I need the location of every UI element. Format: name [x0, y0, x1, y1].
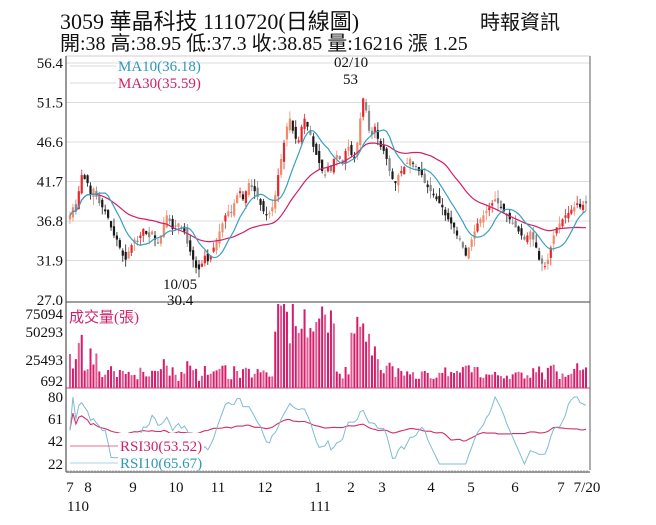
low-value-annotation: 30.4	[167, 293, 194, 309]
ma10-line	[69, 129, 587, 259]
rsi30-line	[69, 413, 587, 442]
x-tick-label: 8	[84, 480, 92, 496]
x-tick-label: 5	[467, 480, 475, 496]
x-tick-label: 3	[378, 480, 386, 496]
price-tick-label: 51.5	[37, 96, 63, 112]
price-tick-label: 27.0	[37, 293, 63, 309]
volume-tick-label: 25493	[26, 353, 64, 369]
x-tick-label: 1	[314, 480, 322, 496]
ma10-legend: MA10(36.18)	[118, 59, 201, 75]
rsi-tick-label: 61	[48, 412, 63, 428]
chart-title: 3059 華晶科技 1110720(日線圖)	[60, 9, 360, 34]
high-value-annotation: 53	[343, 72, 358, 88]
ohlc-summary: 開:38 高:38.95 低:37.3 收:38.85 量:16216 漲 1.…	[60, 33, 468, 55]
rsi30-legend: RSI30(53.52)	[120, 439, 202, 455]
x-tick-label: 4	[427, 480, 435, 496]
high-date-annotation: 02/10	[334, 55, 368, 71]
price-tick-label: 41.7	[37, 175, 64, 191]
price-tick-label: 46.6	[37, 135, 64, 151]
rsi-panel: 80 61 42 22 RSI30(53.52) RSI10(65.67)	[48, 388, 590, 473]
rsi-tick-label: 80	[48, 390, 63, 406]
volume-panel: 75094 50293 25493 692 成交量(張)	[26, 302, 590, 390]
x-tick-label: 2	[347, 480, 355, 496]
x-tick-label: 6	[511, 480, 519, 496]
rsi10-line	[69, 395, 587, 466]
volume-tick-label: 692	[41, 374, 64, 390]
x-tick-label: 7/20	[574, 480, 601, 496]
x-tick-label: 7	[557, 480, 565, 496]
rsi-tick-label: 22	[48, 457, 63, 473]
volume-bars	[69, 304, 587, 388]
price-panel: 56.4 51.5 46.6 41.7 36.8 31.9 27.0 MA10(36.18)…	[37, 55, 591, 470]
price-tick-label: 36.8	[37, 214, 63, 230]
volume-tick-label: 50293	[26, 325, 64, 341]
x-tick-label: 7	[66, 480, 74, 496]
price-tick-label: 31.9	[37, 254, 63, 270]
year-label-start: 110	[67, 499, 89, 515]
ma30-line	[69, 142, 586, 243]
x-tick-label: 9	[129, 480, 137, 496]
ma30-legend: MA30(35.59)	[118, 76, 201, 92]
brand-label: 時報資訊	[480, 12, 560, 34]
rsi10-legend: RSI10(65.67)	[120, 456, 202, 472]
x-tick-label: 12	[258, 480, 273, 496]
year-label-mid: 111	[309, 499, 330, 515]
candlesticks	[68, 97, 588, 278]
rsi-tick-label: 42	[48, 434, 63, 450]
volume-tick-label: 75094	[26, 307, 64, 323]
x-tick-label: 11	[211, 480, 225, 496]
price-tick-label: 56.4	[37, 56, 64, 72]
x-tick-label: 10	[169, 480, 184, 496]
low-date-annotation: 10/05	[163, 277, 197, 293]
volume-legend: 成交量(張)	[69, 308, 139, 326]
